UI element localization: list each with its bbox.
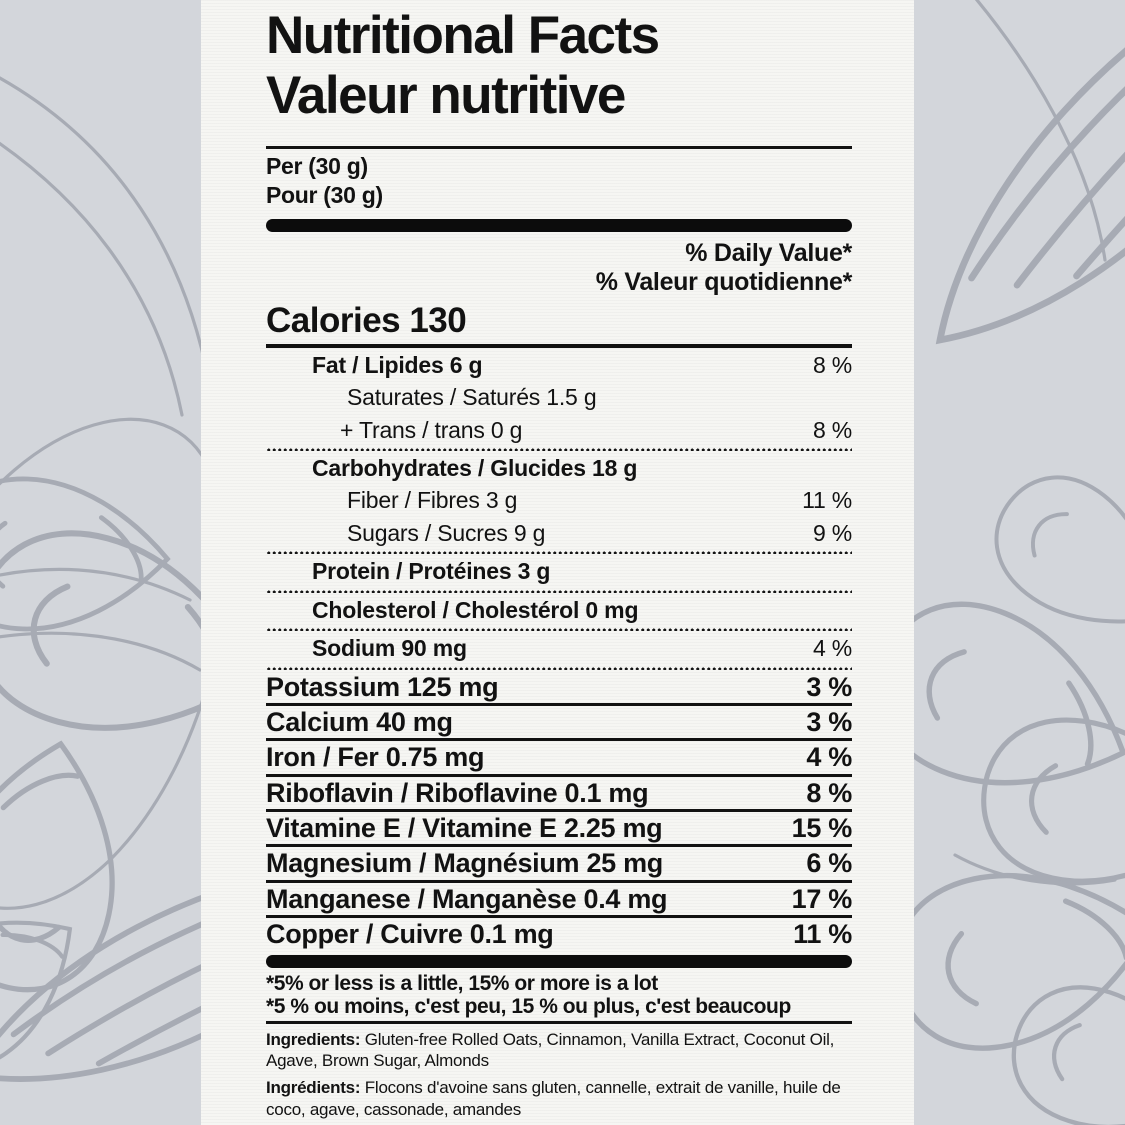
daily-value-footnote-en: *5% or less is a little, 15% or more is … (266, 972, 658, 996)
nutrient-row-fiber: Fiber / Fibres 3 g 11 % (266, 486, 852, 515)
nutrient-row-saturates: Saturates / Saturés 1.5 g (266, 383, 852, 412)
serving-size-fr: Pour (30 g) (266, 182, 383, 209)
nutrient-label: Magnesium / Magnésium 25 mg (266, 848, 663, 879)
dotted-divider (266, 446, 852, 451)
nutrient-row-carbohydrates: Carbohydrates / Glucides 18 g (266, 454, 852, 483)
nutrient-row-fat: Fat / Lipides 6 g 8 % (266, 351, 852, 380)
ingredients-fr: Ingrédients: Flocons d'avoine sans glute… (266, 1077, 852, 1121)
mineral-row-manganese: Manganese / Manganèse 0.4 mg 17 % (266, 883, 852, 918)
nutrient-label: Sodium 90 mg (312, 635, 467, 662)
nutrient-label: Manganese / Manganèse 0.4 mg (266, 883, 668, 914)
nutrient-dv: 6 % (806, 848, 852, 879)
nutrient-label: Copper / Cuivre 0.1 mg (266, 918, 554, 949)
ingredients-label-fr: Ingrédients: (266, 1078, 361, 1097)
nutrient-dv: 8 % (806, 777, 852, 808)
nutrient-label: Cholesterol / Cholestérol 0 mg (312, 596, 639, 623)
nutrient-row-cholesterol: Cholesterol / Cholestérol 0 mg (266, 596, 852, 625)
daily-value-header-fr: % Valeur quotidienne* (595, 267, 853, 296)
separator-bar-bottom (266, 955, 852, 969)
dotted-divider (266, 588, 852, 593)
nutrient-dv: 8 % (812, 416, 852, 443)
daily-value-footnote-fr: *5 % ou moins, c'est peu, 15 % ou plus, … (266, 995, 791, 1019)
daily-value-header-en: % Daily Value* (685, 238, 852, 267)
mineral-row-magnesium: Magnesium / Magnésium 25 mg 6 % (266, 847, 852, 883)
ingredients-label-en: Ingredients: (266, 1029, 361, 1049)
nutrient-dv: 3 % (806, 706, 852, 737)
mineral-row-calcium: Calcium 40 mg 3 % (266, 706, 852, 742)
nutrient-label: Saturates / Saturés 1.5 g (347, 384, 597, 411)
label-title-en: Nutritional Facts (266, 6, 660, 65)
ingredients-text-en: Gluten-free Rolled Oats, Cinnamon, Vanil… (266, 1029, 835, 1071)
nutrient-label: Calcium 40 mg (266, 706, 453, 737)
nutrient-dv: 4 % (812, 635, 852, 662)
calories-line: Calories 130 (266, 300, 467, 340)
serving-size-en: Per (30 g) (266, 152, 368, 179)
nutrient-dv: 17 % (791, 883, 853, 914)
nutrient-dv: 9 % (812, 519, 852, 546)
nutrient-dv: 8 % (812, 351, 852, 378)
mineral-row-potassium: Potassium 125 mg 3 % (266, 671, 852, 706)
nutrient-row-trans: + Trans / trans 0 g 8 % (266, 416, 852, 445)
ingredients-text-fr: Flocons d'avoine sans gluten, cannelle, … (266, 1078, 841, 1119)
nutrient-dv: 3 % (806, 671, 852, 702)
nutrient-label: + Trans / trans 0 g (340, 416, 523, 443)
footnote-divider (266, 1020, 852, 1024)
separator-bar-top (266, 218, 852, 232)
nutrient-row-sodium: Sodium 90 mg 4 % (266, 634, 852, 663)
nutrient-dv: 4 % (806, 742, 852, 773)
nutrient-label: Fat / Lipides 6 g (312, 351, 483, 378)
nutrient-row-sugars: Sugars / Sucres 9 g 9 % (266, 519, 852, 548)
title-divider (266, 145, 852, 149)
nutrient-label: Vitamine E / Vitamine E 2.25 mg (266, 812, 663, 843)
nutrient-label: Protein / Protéines 3 g (312, 558, 551, 585)
calories-divider (266, 343, 852, 348)
ingredients-en: Ingredients: Gluten-free Rolled Oats, Ci… (266, 1029, 852, 1073)
nutrient-row-protein: Protein / Protéines 3 g (266, 557, 852, 586)
nutrient-label: Iron / Fer 0.75 mg (266, 742, 485, 773)
nutrient-label: Fiber / Fibres 3 g (347, 487, 518, 514)
dotted-divider (266, 550, 852, 555)
mineral-row-riboflavin: Riboflavin / Riboflavine 0.1 mg 8 % (266, 777, 852, 812)
dotted-divider (266, 665, 852, 670)
mineral-row-vitamin-e: Vitamine E / Vitamine E 2.25 mg 15 % (266, 812, 853, 848)
nutrient-dv: 11 % (793, 918, 852, 949)
nutrient-dv: 15 % (791, 812, 853, 843)
nutrient-label: Sugars / Sucres 9 g (347, 519, 546, 546)
nutrient-dv: 11 % (802, 487, 852, 514)
nutrient-label: Potassium 125 mg (266, 671, 499, 702)
nutrient-label: Carbohydrates / Glucides 18 g (312, 454, 638, 481)
nutrient-label: Riboflavin / Riboflavine 0.1 mg (266, 777, 649, 808)
dotted-divider (266, 627, 852, 632)
label-title-fr: Valeur nutritive (266, 65, 626, 125)
mineral-row-copper: Copper / Cuivre 0.1 mg 11 % (266, 918, 852, 950)
mineral-row-iron: Iron / Fer 0.75 mg 4 % (266, 741, 852, 777)
nutrition-label-panel: Nutritional Facts Valeur nutritive Per (… (201, 0, 914, 1125)
